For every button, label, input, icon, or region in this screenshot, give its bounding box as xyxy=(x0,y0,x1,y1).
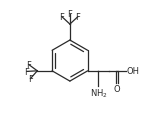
Text: F: F xyxy=(67,10,72,19)
Text: F: F xyxy=(28,74,33,83)
Text: NH$_2$: NH$_2$ xyxy=(90,86,107,99)
Text: O: O xyxy=(114,84,121,93)
Text: OH: OH xyxy=(126,67,139,76)
Text: F: F xyxy=(26,61,31,69)
Text: F: F xyxy=(25,67,29,76)
Text: F: F xyxy=(59,13,64,22)
Text: F: F xyxy=(75,13,80,22)
